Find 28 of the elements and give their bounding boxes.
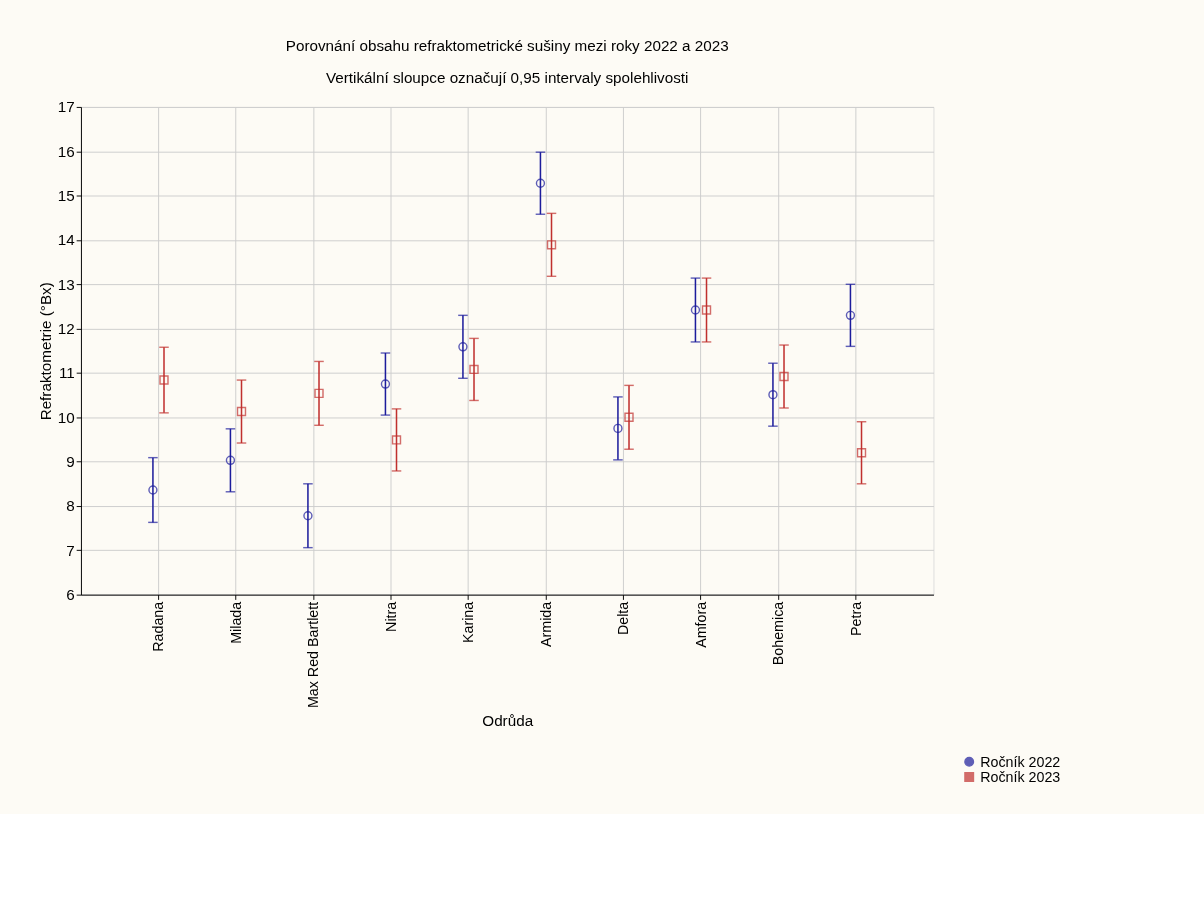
x-tick-label: Nitra: [382, 601, 399, 632]
legend-label: Ročník 2022: [980, 753, 1061, 770]
y-tick-label: 8: [66, 497, 75, 515]
y-tick-label: 13: [57, 275, 75, 293]
x-tick-label: Amfora: [692, 601, 709, 648]
y-tick-label: 11: [58, 364, 75, 382]
y-tick-label: 14: [57, 231, 76, 249]
x-tick-label: Radana: [150, 601, 167, 652]
x-tick-label: Max Red Bartlett: [305, 601, 322, 709]
y-tick-label: 6: [66, 585, 75, 603]
x-tick-label: Armida: [537, 601, 554, 647]
chart-title: Porovnání obsahu refraktometrické sušiny mezi roky 2022 a 2023: [285, 36, 729, 54]
y-tick-label: 9: [66, 452, 75, 470]
x-tick-label: Milada: [227, 601, 244, 644]
x-tick-label: Karina: [460, 601, 477, 644]
y-tick-label: 16: [57, 142, 75, 160]
legend-label: Ročník 2023: [980, 768, 1061, 785]
y-tick-label: 7: [66, 541, 75, 559]
y-tick-label: 15: [57, 186, 75, 204]
y-axis-title: Refraktometrie (°Bx): [37, 282, 55, 421]
x-axis-title: Odrůda: [482, 712, 534, 730]
y-tick-label: 10: [57, 408, 75, 426]
x-tick-label: Petra: [847, 601, 864, 636]
y-tick-label: 12: [57, 319, 75, 337]
x-tick-label: Bohemica: [770, 601, 787, 666]
x-tick-label: Delta: [615, 601, 632, 636]
y-tick-label: 17: [57, 98, 75, 116]
chart-subtitle: Vertikální sloupce označují 0,95 intervaly spolehlivosti: [326, 69, 689, 87]
